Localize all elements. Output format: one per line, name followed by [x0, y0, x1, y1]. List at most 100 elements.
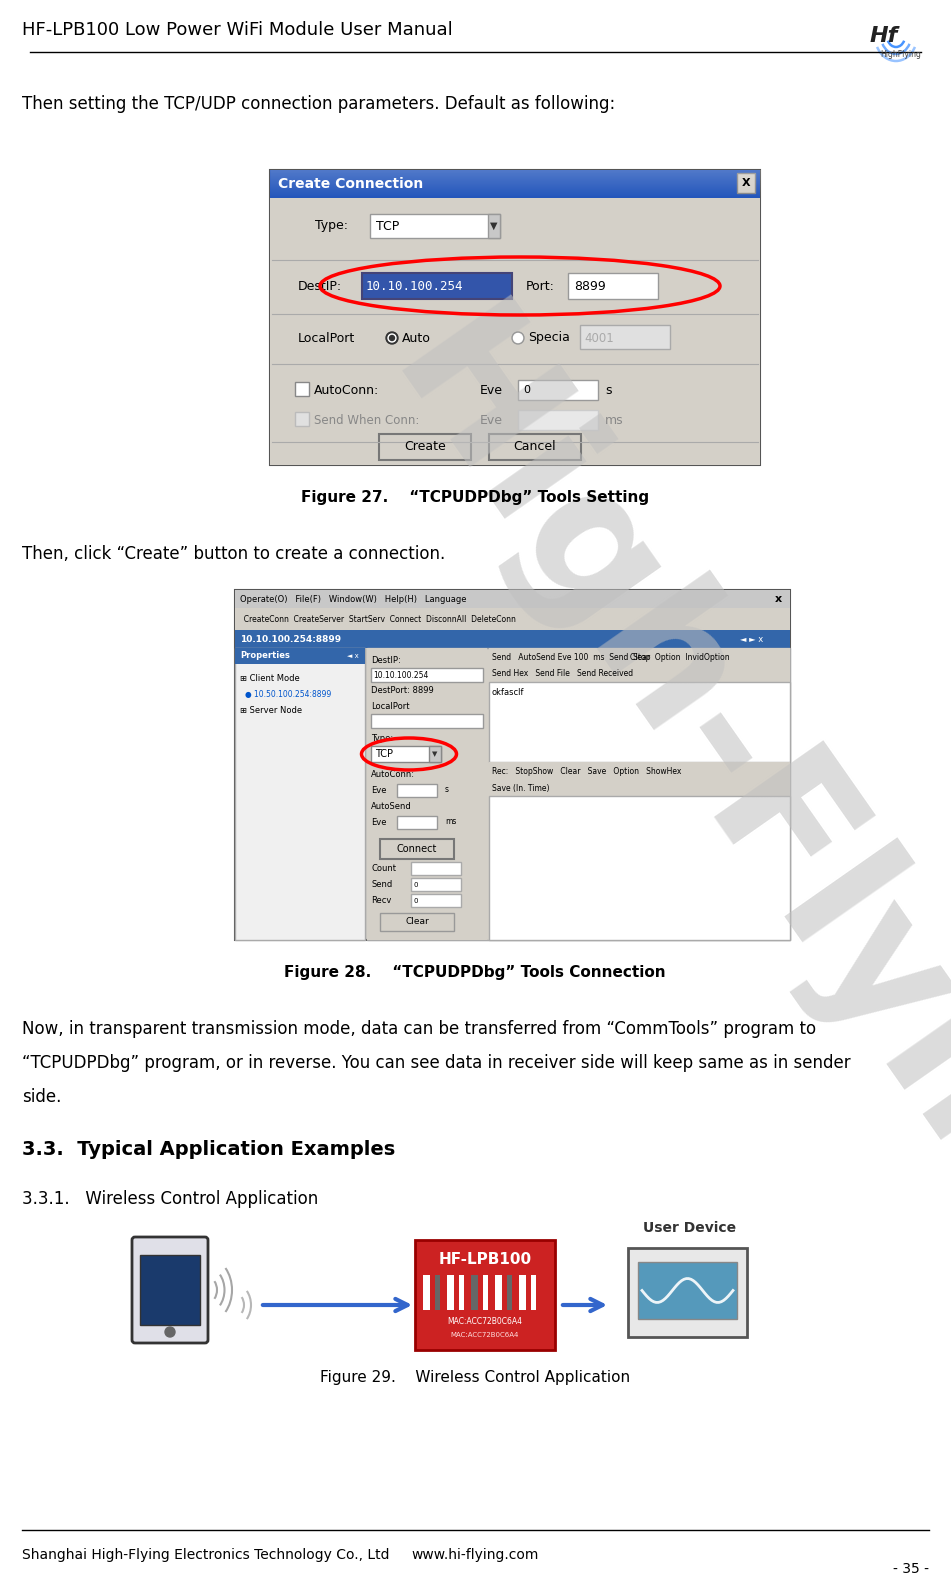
FancyBboxPatch shape	[459, 1275, 464, 1310]
Text: Eve: Eve	[480, 384, 503, 397]
Text: ms: ms	[445, 817, 456, 826]
FancyBboxPatch shape	[235, 589, 790, 608]
Text: Then, click “Create” button to create a connection.: Then, click “Create” button to create a …	[22, 545, 445, 562]
Text: 0: 0	[413, 897, 417, 904]
FancyBboxPatch shape	[415, 1240, 555, 1349]
Text: Figure 28.    “TCPUDPDbg” Tools Connection: Figure 28. “TCPUDPDbg” Tools Connection	[284, 965, 666, 980]
FancyBboxPatch shape	[295, 412, 309, 427]
Text: ▼: ▼	[433, 750, 437, 757]
FancyBboxPatch shape	[379, 435, 471, 460]
Text: Clear  Option  InvidOption: Clear Option InvidOption	[630, 653, 729, 662]
Text: www.hi-flying.com: www.hi-flying.com	[412, 1548, 538, 1563]
Text: Recv: Recv	[371, 896, 392, 905]
Text: Specia: Specia	[528, 332, 570, 344]
Text: Then setting the TCP/UDP connection parameters. Default as following:: Then setting the TCP/UDP connection para…	[22, 95, 615, 114]
Text: AutoConn:: AutoConn:	[314, 384, 379, 397]
FancyBboxPatch shape	[580, 325, 670, 349]
Text: Operate(O)   File(F)   Window(W)   Help(H)   Language: Operate(O) File(F) Window(W) Help(H) Lan…	[240, 594, 467, 604]
FancyBboxPatch shape	[380, 913, 454, 931]
FancyBboxPatch shape	[518, 381, 598, 400]
FancyBboxPatch shape	[638, 1262, 737, 1319]
Text: AutoConn:: AutoConn:	[371, 769, 415, 779]
Text: MAC:ACC72B0C6A4: MAC:ACC72B0C6A4	[448, 1318, 522, 1327]
Text: MAC:ACC72B0C6A4: MAC:ACC72B0C6A4	[451, 1332, 519, 1338]
Text: Auto: Auto	[402, 332, 431, 344]
Text: “TCPUDPDbg” program, or in reverse. You can see data in receiver side will keep : “TCPUDPDbg” program, or in reverse. You …	[22, 1054, 850, 1071]
FancyBboxPatch shape	[367, 648, 487, 940]
Text: side.: side.	[22, 1089, 62, 1106]
Text: ● 10.50.100.254:8899: ● 10.50.100.254:8899	[245, 690, 331, 698]
Text: DestIP:: DestIP:	[371, 656, 400, 665]
FancyBboxPatch shape	[411, 863, 461, 875]
FancyBboxPatch shape	[489, 762, 790, 781]
FancyBboxPatch shape	[489, 667, 790, 683]
Text: Create: Create	[404, 441, 446, 453]
Text: Count: Count	[371, 864, 396, 874]
Text: Shanghai High-Flying Electronics Technology Co., Ltd: Shanghai High-Flying Electronics Technol…	[22, 1548, 390, 1563]
FancyBboxPatch shape	[235, 648, 365, 940]
FancyBboxPatch shape	[397, 815, 437, 830]
Text: Now, in transparent transmission mode, data can be transferred from “CommTools” : Now, in transparent transmission mode, d…	[22, 1021, 816, 1038]
Circle shape	[512, 332, 524, 344]
FancyBboxPatch shape	[411, 878, 461, 891]
Text: 0: 0	[523, 386, 530, 395]
FancyBboxPatch shape	[568, 273, 658, 299]
Text: Port:: Port:	[526, 280, 554, 292]
Text: 3.3.  Typical Application Examples: 3.3. Typical Application Examples	[22, 1141, 396, 1160]
Text: HF-LPB100: HF-LPB100	[438, 1253, 532, 1267]
FancyBboxPatch shape	[270, 198, 760, 465]
FancyBboxPatch shape	[371, 668, 483, 683]
Text: s: s	[445, 785, 449, 795]
FancyBboxPatch shape	[235, 648, 365, 664]
FancyBboxPatch shape	[489, 648, 790, 667]
FancyBboxPatch shape	[423, 1275, 430, 1310]
Circle shape	[386, 332, 398, 344]
FancyBboxPatch shape	[518, 409, 598, 430]
Text: HighFlying: HighFlying	[880, 51, 921, 58]
Text: LocalPort: LocalPort	[298, 332, 356, 344]
FancyBboxPatch shape	[235, 608, 790, 630]
Text: 8899: 8899	[574, 280, 606, 292]
Text: User Device: User Device	[644, 1221, 737, 1236]
Text: LocalPort: LocalPort	[371, 702, 410, 711]
Text: X: X	[742, 179, 750, 188]
FancyBboxPatch shape	[483, 1275, 488, 1310]
Text: Send When Conn:: Send When Conn:	[314, 414, 419, 427]
Circle shape	[165, 1327, 175, 1337]
FancyBboxPatch shape	[489, 435, 581, 460]
FancyBboxPatch shape	[235, 589, 790, 940]
Text: 10.10.100.254: 10.10.100.254	[366, 280, 463, 292]
FancyBboxPatch shape	[362, 273, 512, 299]
Text: 10.10.100.254:8899: 10.10.100.254:8899	[240, 635, 341, 643]
Circle shape	[514, 333, 522, 343]
FancyBboxPatch shape	[447, 1275, 454, 1310]
Text: Eve: Eve	[480, 414, 503, 427]
Text: Save (In. Time): Save (In. Time)	[492, 784, 550, 793]
Text: AutoSend: AutoSend	[371, 803, 412, 811]
Text: Eve: Eve	[371, 818, 386, 826]
FancyBboxPatch shape	[737, 172, 755, 193]
Text: Connect: Connect	[397, 844, 437, 855]
Text: Eve: Eve	[371, 785, 386, 795]
Text: ◄ ► x: ◄ ► x	[740, 635, 764, 643]
Text: 0: 0	[413, 882, 417, 888]
FancyBboxPatch shape	[371, 746, 441, 762]
FancyBboxPatch shape	[370, 213, 500, 239]
FancyBboxPatch shape	[507, 1275, 512, 1310]
Text: HF-LPB100 Low Power WiFi Module User Manual: HF-LPB100 Low Power WiFi Module User Man…	[22, 21, 453, 40]
FancyBboxPatch shape	[235, 630, 790, 648]
FancyBboxPatch shape	[489, 683, 790, 762]
FancyBboxPatch shape	[489, 796, 790, 940]
Text: - 35 -: - 35 -	[893, 1563, 929, 1575]
FancyBboxPatch shape	[488, 213, 500, 239]
Text: Send Hex   Send File   Send Received: Send Hex Send File Send Received	[492, 670, 633, 678]
FancyBboxPatch shape	[531, 1275, 536, 1310]
FancyBboxPatch shape	[295, 382, 309, 397]
FancyBboxPatch shape	[367, 648, 790, 940]
FancyBboxPatch shape	[397, 784, 437, 796]
Text: ms: ms	[605, 414, 624, 427]
Text: CreateConn  CreateServer  StartServ  Connect  DisconnAll  DeleteConn: CreateConn CreateServer StartServ Connec…	[239, 615, 515, 624]
Text: TCP: TCP	[376, 220, 399, 232]
Text: Send: Send	[371, 880, 392, 890]
Text: Create Connection: Create Connection	[278, 177, 423, 191]
